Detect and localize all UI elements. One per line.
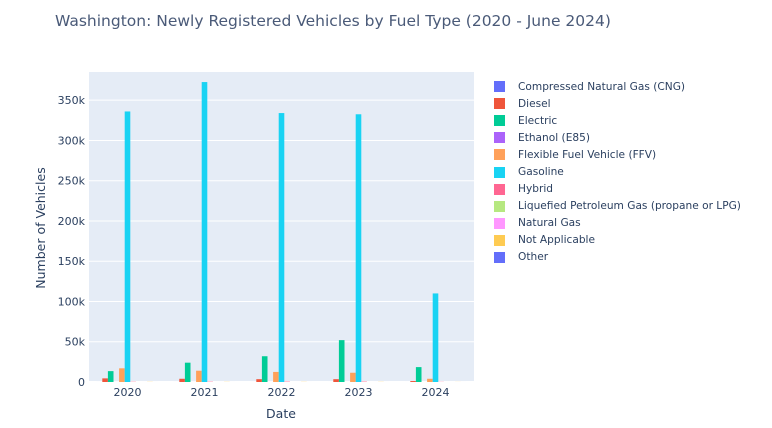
bar[interactable] <box>273 372 279 382</box>
y-tick-label: 150k <box>58 255 86 268</box>
bar[interactable] <box>196 371 202 382</box>
legend-item[interactable]: Ethanol (E85) <box>494 129 741 146</box>
chart-title: Washington: Newly Registered Vehicles by… <box>55 12 611 30</box>
legend-label: Hybrid <box>518 183 553 195</box>
legend-item[interactable]: Hybrid <box>494 181 741 198</box>
bar[interactable] <box>427 379 433 382</box>
bar[interactable] <box>119 368 125 382</box>
legend-label: Other <box>518 251 548 263</box>
x-tick-labels: 2020 2021 2022 2023 2024 <box>114 386 450 399</box>
legend-item[interactable]: Natural Gas <box>494 215 741 232</box>
y-tick-label: 0 <box>78 376 85 389</box>
legend-item[interactable]: Flexible Fuel Vehicle (FFV) <box>494 146 741 163</box>
legend-swatch <box>494 81 505 92</box>
legend-item[interactable]: Diesel <box>494 95 741 112</box>
bar[interactable] <box>108 371 114 382</box>
y-tick-label: 250k <box>58 175 86 188</box>
bar[interactable] <box>202 82 208 382</box>
legend-label: Gasoline <box>518 166 564 178</box>
bar[interactable] <box>102 378 108 382</box>
bar[interactable] <box>125 111 131 382</box>
legend-item[interactable]: Electric <box>494 112 741 129</box>
y-tick-label: 50k <box>65 336 86 349</box>
bar[interactable] <box>333 379 339 382</box>
legend-swatch <box>494 218 505 229</box>
legend: Compressed Natural Gas (CNG) Diesel Electr… <box>494 78 741 266</box>
y-tick-label: 300k <box>58 134 86 147</box>
x-tick-label: 2023 <box>345 386 373 399</box>
legend-item[interactable]: Not Applicable <box>494 232 741 249</box>
legend-label: Diesel <box>518 98 551 110</box>
legend-label: Ethanol (E85) <box>518 132 590 144</box>
bar[interactable] <box>179 379 185 382</box>
bar[interactable] <box>262 356 268 382</box>
y-tick-label: 200k <box>58 215 86 228</box>
bar[interactable] <box>356 114 362 382</box>
legend-item[interactable]: Gasoline <box>494 163 741 180</box>
bar[interactable] <box>339 340 345 382</box>
x-tick-label: 2021 <box>191 386 219 399</box>
legend-label: Natural Gas <box>518 217 581 229</box>
legend-label: Liquefied Petroleum Gas (propane or LPG) <box>518 200 741 212</box>
bar[interactable] <box>350 373 356 382</box>
y-axis-label: Number of Vehicles <box>33 167 48 288</box>
legend-swatch <box>494 184 505 195</box>
legend-item[interactable]: Other <box>494 249 741 266</box>
y-tick-labels: 0 50k 100k 150k 200k 250k 300k 350k <box>58 94 86 389</box>
bar[interactable] <box>410 381 416 382</box>
legend-swatch <box>494 98 505 109</box>
x-tick-label: 2024 <box>422 386 450 399</box>
bar[interactable] <box>256 379 262 382</box>
x-tick-label: 2022 <box>268 386 296 399</box>
legend-swatch <box>494 132 505 143</box>
bar[interactable] <box>185 363 191 382</box>
y-tick-label: 100k <box>58 295 86 308</box>
legend-item[interactable]: Compressed Natural Gas (CNG) <box>494 78 741 95</box>
legend-swatch <box>494 201 505 212</box>
legend-label: Flexible Fuel Vehicle (FFV) <box>518 149 656 161</box>
legend-label: Electric <box>518 115 557 127</box>
bar[interactable] <box>416 367 422 382</box>
legend-swatch <box>494 115 505 126</box>
bar[interactable] <box>433 293 439 382</box>
legend-swatch <box>494 235 505 246</box>
bar[interactable] <box>279 113 285 382</box>
legend-item[interactable]: Liquefied Petroleum Gas (propane or LPG) <box>494 198 741 215</box>
legend-label: Compressed Natural Gas (CNG) <box>518 81 685 93</box>
y-tick-label: 350k <box>58 94 86 107</box>
legend-swatch <box>494 252 505 263</box>
legend-swatch <box>494 167 505 178</box>
legend-swatch <box>494 149 505 160</box>
legend-label: Not Applicable <box>518 234 595 246</box>
x-tick-label: 2020 <box>114 386 142 399</box>
x-axis-label: Date <box>266 406 296 421</box>
